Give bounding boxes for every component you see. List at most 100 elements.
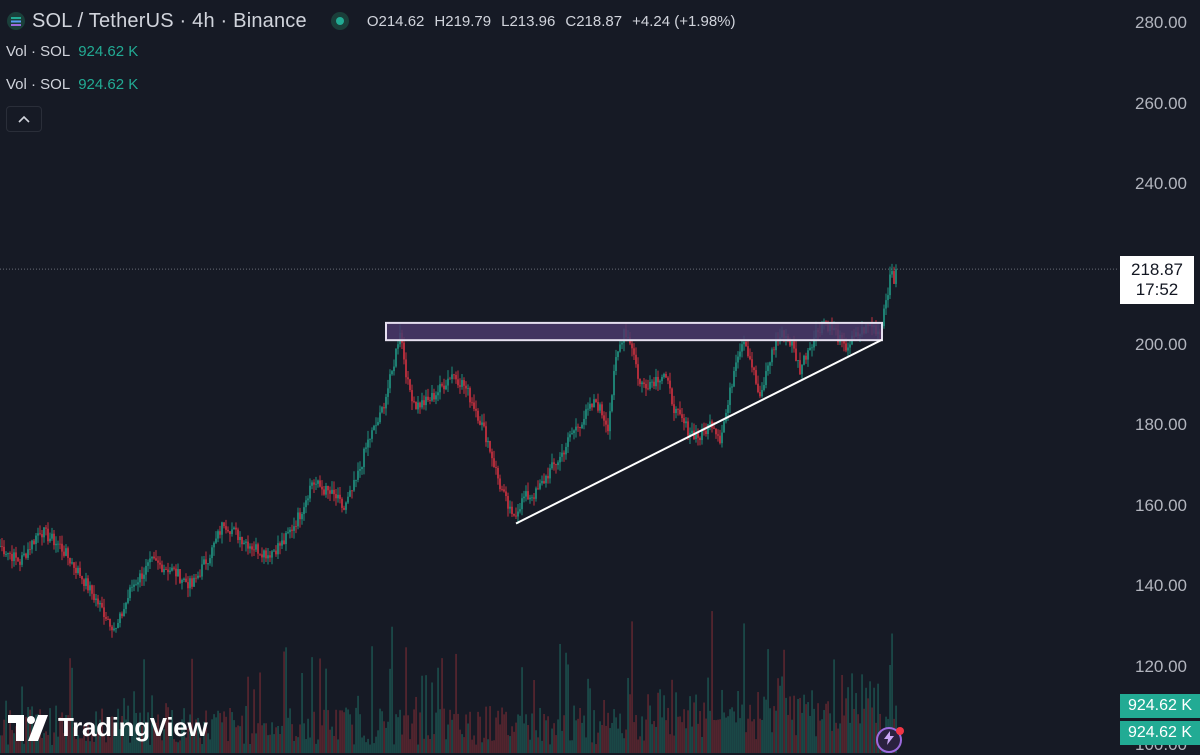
candle-body [795, 348, 797, 361]
volume-bar [213, 714, 215, 753]
candle-body [541, 481, 543, 484]
volume-bar [11, 730, 13, 753]
volume-bar [397, 717, 399, 753]
volume-bar [715, 720, 717, 753]
candle-body [613, 371, 615, 396]
candle-body [681, 414, 683, 419]
candle-body [515, 515, 517, 517]
candle-body [671, 388, 673, 405]
volume-bar [239, 726, 241, 753]
candle-body [773, 349, 775, 351]
market-status-icon[interactable] [330, 12, 349, 30]
volume-bar [119, 729, 121, 753]
candle-body [335, 494, 337, 499]
volume-bar [277, 725, 279, 753]
candle-body [321, 486, 323, 490]
candle-body [53, 533, 55, 546]
volume-legend-row[interactable]: Vol · SOL 924.62 K [6, 76, 138, 93]
volume-bar [599, 721, 601, 753]
volume-bar [577, 718, 579, 753]
candle-body [17, 557, 19, 562]
candle-body [97, 598, 99, 605]
candle-body [269, 555, 271, 558]
candle-body [361, 467, 363, 470]
volume-legend-row[interactable]: Vol · SOL 924.62 K [6, 43, 138, 60]
candle-body [333, 489, 335, 495]
candle-body [597, 402, 599, 411]
candle-body [113, 628, 115, 631]
volume-bar [41, 737, 43, 753]
volume-bar [301, 673, 303, 753]
volume-bar [889, 665, 891, 753]
candle-body [1, 546, 3, 547]
candle-body [555, 464, 557, 466]
volume-bar [773, 706, 775, 753]
volume-bar [197, 717, 199, 753]
candle-body [177, 569, 179, 577]
candle-body [25, 553, 27, 558]
volume-bar [191, 658, 193, 753]
candle-body [193, 577, 195, 587]
chart-symbol-icon[interactable] [6, 11, 26, 31]
candle-body [135, 584, 137, 586]
candle-body [99, 602, 101, 605]
volume-bar [289, 708, 291, 753]
volume-bar [581, 722, 583, 753]
candle-body [39, 533, 41, 535]
candle-body [369, 438, 371, 440]
candle-body [29, 549, 31, 551]
volume-bar [689, 696, 691, 753]
candle-body [511, 506, 513, 514]
candle-body [289, 529, 291, 533]
volume-bar [7, 744, 9, 753]
candle-body [409, 379, 411, 391]
volume-bar [215, 717, 217, 753]
volume-bar [825, 703, 827, 753]
volume-bar [421, 675, 423, 753]
high-label: H [434, 12, 446, 30]
candle-body [309, 485, 311, 499]
candle-body [343, 507, 345, 510]
volume-bar [135, 713, 137, 753]
candle-body [561, 452, 563, 457]
candle-body [525, 491, 527, 497]
volume-bar [333, 735, 335, 753]
candle-body [753, 367, 755, 371]
candle-body [239, 537, 241, 541]
volume-bar [445, 739, 447, 753]
candle-body [889, 274, 891, 296]
candle-body [207, 563, 209, 565]
candle-body [179, 569, 181, 583]
volume-bar [267, 735, 269, 753]
candle-body [471, 402, 473, 404]
volume-bar [211, 719, 213, 753]
candle-body [231, 529, 233, 535]
volume-bar [533, 680, 535, 753]
candle-body [5, 554, 7, 555]
y-axis-tick-label: 200.00 [1135, 335, 1187, 354]
candle-body [197, 575, 199, 578]
volume-bar [831, 730, 833, 753]
candle-body [793, 341, 795, 349]
candle-body [653, 381, 655, 387]
candle-body [701, 429, 703, 441]
candle-body [339, 494, 341, 499]
candle-body [733, 371, 735, 387]
candle-body [37, 533, 39, 536]
candle-body [363, 448, 365, 468]
tradingview-logo[interactable]: TradingView [8, 712, 208, 743]
candle-body [621, 342, 623, 345]
volume-bar [419, 712, 421, 753]
candle-body [311, 482, 313, 486]
volume-bar [349, 714, 351, 753]
symbol-title[interactable]: SOL / TetherUS · 4h · Binance [32, 9, 307, 32]
volume-bar [459, 729, 461, 753]
candle-body [347, 496, 349, 503]
volume-bar [771, 732, 773, 753]
candle-body [459, 385, 461, 387]
volume-bar [411, 723, 413, 753]
collapse-legend-button[interactable] [6, 106, 42, 132]
volume-bar [557, 719, 559, 753]
